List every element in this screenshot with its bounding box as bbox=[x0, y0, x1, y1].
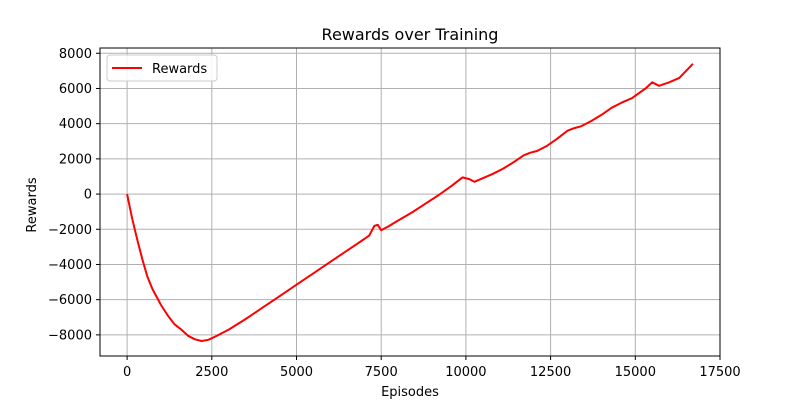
x-tick-label: 7500 bbox=[365, 365, 398, 380]
x-tick-label: 10000 bbox=[445, 365, 486, 380]
series-layer bbox=[126, 63, 694, 342]
y-tick-label: −8000 bbox=[48, 328, 92, 343]
x-tick-label: 2500 bbox=[195, 365, 228, 380]
chart-title: Rewards over Training bbox=[322, 25, 499, 44]
x-axis-label: Episodes bbox=[381, 385, 439, 400]
y-tick-label: 8000 bbox=[59, 47, 92, 62]
y-axis-label: Rewards bbox=[25, 177, 40, 232]
grid bbox=[100, 48, 721, 356]
plot-frame bbox=[99, 47, 721, 357]
y-tick-label: −2000 bbox=[48, 223, 92, 238]
series-line-rewards bbox=[126, 63, 694, 342]
y-tick-label: −4000 bbox=[48, 258, 92, 273]
y-tick-label: −6000 bbox=[48, 293, 92, 308]
y-tick-label: 4000 bbox=[59, 117, 92, 132]
legend: Rewards bbox=[106, 54, 218, 82]
y-tick-label: 0 bbox=[84, 188, 92, 203]
y-tick-label: 2000 bbox=[59, 152, 92, 167]
legend-label-rewards: Rewards bbox=[152, 62, 207, 77]
legend-box bbox=[106, 54, 218, 82]
ticks: 0 2500 5000 7500 10000 12500 15000 17500 −8000 −6… bbox=[48, 47, 741, 380]
x-tick-label: 15000 bbox=[615, 365, 656, 380]
x-tick-label: 12500 bbox=[530, 365, 571, 380]
y-tick-label: 6000 bbox=[59, 82, 92, 97]
x-tick-label: 0 bbox=[123, 365, 131, 380]
x-tick-label: 17500 bbox=[699, 365, 740, 380]
x-tick-label: 5000 bbox=[280, 365, 313, 380]
